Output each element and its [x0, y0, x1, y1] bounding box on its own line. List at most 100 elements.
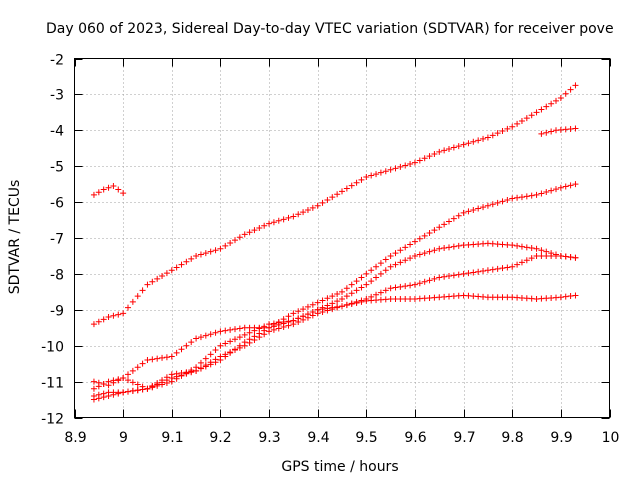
data-point	[460, 270, 467, 277]
data-point	[509, 263, 516, 270]
series-sat-f	[90, 252, 579, 389]
data-point	[334, 304, 341, 311]
y-tick-label: -3	[50, 88, 64, 104]
data-point	[256, 224, 263, 231]
data-point	[455, 143, 462, 150]
data-point	[339, 296, 345, 303]
data-point	[163, 270, 170, 277]
data-point	[528, 112, 535, 119]
data-point	[236, 234, 243, 241]
data-point	[154, 275, 161, 282]
data-point	[202, 362, 209, 369]
data-point	[334, 191, 341, 198]
data-point	[120, 190, 127, 197]
data-point	[343, 285, 350, 292]
data-point	[387, 166, 394, 173]
data-point	[100, 380, 107, 387]
data-point	[377, 260, 384, 267]
data-point	[494, 130, 501, 137]
y-tick-label: -4	[50, 124, 64, 140]
data-point	[207, 359, 214, 366]
x-tick-label: 9	[119, 430, 128, 446]
data-point	[494, 199, 501, 206]
data-point	[543, 129, 550, 136]
data-point	[363, 173, 370, 180]
data-point	[553, 97, 559, 104]
y-tick-label: -10	[41, 340, 64, 356]
series-sat-b	[90, 82, 579, 328]
data-point	[251, 336, 258, 343]
data-point	[266, 220, 273, 227]
data-point	[387, 263, 394, 270]
data-point	[193, 252, 200, 259]
data-point	[538, 106, 545, 113]
data-point	[280, 216, 287, 223]
data-point	[480, 135, 487, 142]
data-point	[446, 244, 452, 251]
data-point	[538, 190, 545, 197]
data-point	[295, 308, 302, 315]
data-point	[178, 369, 185, 376]
data-point	[188, 368, 195, 375]
data-point	[183, 258, 190, 265]
data-point	[309, 301, 316, 308]
data-point	[134, 387, 141, 394]
data-point	[241, 342, 248, 349]
data-point	[523, 244, 530, 251]
data-point	[295, 319, 302, 326]
data-point	[416, 157, 423, 164]
data-point	[232, 237, 238, 244]
data-point	[382, 287, 389, 294]
data-point	[319, 308, 326, 315]
data-point	[217, 353, 224, 360]
data-point	[363, 270, 370, 277]
data-point	[168, 378, 175, 385]
data-point	[538, 130, 545, 137]
data-point	[426, 277, 433, 284]
data-point	[120, 375, 127, 382]
data-point	[227, 338, 234, 345]
data-point	[163, 380, 170, 387]
series-sat-e	[90, 240, 579, 392]
data-point	[431, 275, 438, 282]
data-point	[343, 185, 350, 192]
x-tick-label: 9.4	[307, 430, 329, 446]
data-point	[290, 310, 297, 317]
data-point	[480, 204, 487, 211]
data-point	[402, 257, 409, 264]
data-point	[105, 382, 112, 389]
data-point	[343, 302, 350, 309]
data-point	[163, 374, 170, 381]
y-tick-label: -12	[41, 412, 64, 428]
data-point	[504, 125, 511, 132]
data-point	[465, 270, 472, 277]
data-point	[368, 267, 375, 274]
data-point	[334, 298, 341, 305]
data-point	[105, 184, 112, 191]
data-point	[382, 267, 389, 274]
data-point	[533, 245, 540, 252]
data-point	[314, 202, 321, 209]
data-point	[217, 245, 224, 252]
data-point	[275, 325, 282, 332]
y-tick-label: -6	[50, 196, 64, 212]
data-point	[377, 270, 384, 277]
data-point	[392, 284, 399, 291]
data-point	[562, 253, 569, 260]
data-point	[212, 356, 219, 363]
data-point	[309, 204, 316, 211]
data-point	[314, 310, 321, 317]
data-point	[339, 188, 345, 195]
data-point	[197, 334, 204, 341]
data-point	[134, 364, 141, 371]
x-tick-label: 9.2	[209, 430, 231, 446]
data-point	[236, 344, 243, 351]
data-point	[193, 335, 200, 342]
data-point	[202, 250, 209, 257]
data-point	[232, 347, 238, 354]
data-point	[173, 370, 180, 377]
data-point	[436, 274, 443, 281]
data-point	[319, 199, 326, 206]
data-point	[484, 267, 491, 274]
data-point	[329, 194, 336, 201]
